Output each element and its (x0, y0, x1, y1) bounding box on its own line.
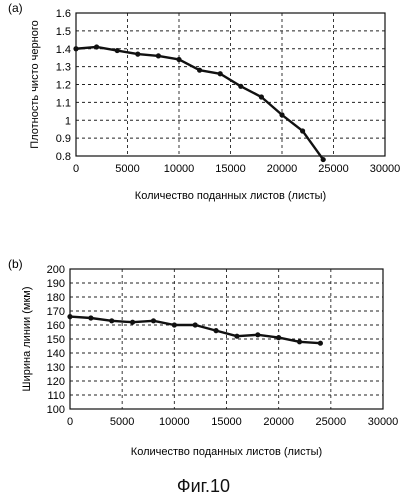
data-point-b (297, 339, 302, 344)
y-tick-label: 1 (65, 115, 71, 127)
data-point-b (172, 322, 177, 327)
y-tick-label: 1.3 (56, 62, 71, 74)
x-axis-label: Количество поданных листов (листы) (135, 190, 326, 202)
data-point-a (259, 94, 264, 99)
data-point-b (151, 318, 156, 323)
data-point-b (255, 332, 260, 337)
x-tick-label: 15000 (215, 163, 246, 175)
y-tick-label: 110 (47, 390, 65, 402)
data-point-a (238, 84, 243, 89)
data-point-a (115, 48, 120, 53)
y-tick-label: 100 (47, 404, 65, 416)
data-point-a (156, 53, 161, 58)
x-tick-label: 0 (67, 416, 73, 428)
data-point-a (94, 44, 99, 49)
figure-caption: Фиг.10 (0, 476, 407, 497)
data-point-b (276, 335, 281, 340)
y-tick-label: 160 (47, 320, 65, 332)
data-point-a (176, 57, 181, 62)
x-tick-label: 20000 (263, 416, 294, 428)
y-tick-label: 170 (47, 306, 65, 318)
chart-panel-b: (b) 100 110 120 130 140 150 160 170 180 190 200 0 500… (8, 257, 398, 458)
y-tick-label: 140 (47, 348, 65, 360)
data-point-b (67, 314, 72, 319)
series-line-a (76, 47, 323, 160)
x-tick-label: 30000 (370, 163, 401, 175)
x-tick-label: 5000 (115, 163, 139, 175)
y-tick-label: 120 (47, 376, 65, 388)
y-tick-label: 180 (47, 292, 65, 304)
x-tick-label: 30000 (368, 416, 399, 428)
y-axis-label: Плотность чисто черного (29, 20, 41, 148)
x-tick-label: 10000 (159, 416, 190, 428)
data-point-b (130, 320, 135, 325)
y-tick-label: 1.4 (56, 44, 71, 56)
y-tick-label: 1.6 (56, 8, 71, 20)
data-point-a (300, 128, 305, 133)
x-tick-label: 25000 (318, 163, 349, 175)
data-point-b (234, 334, 239, 339)
x-tick-label: 0 (73, 163, 79, 175)
y-tick-label: 200 (47, 264, 65, 276)
data-point-a (135, 52, 140, 57)
data-point-a (321, 157, 326, 162)
y-tick-label: 0.8 (56, 151, 71, 163)
x-axis-label: Количество поданных листов (листы) (131, 446, 322, 458)
y-tick-label: 1.2 (56, 80, 71, 92)
data-point-a (218, 71, 223, 76)
y-axis-label: Ширина линии (мкм) (21, 287, 33, 392)
x-tick-label: 20000 (267, 163, 298, 175)
x-tick-label: 10000 (164, 163, 195, 175)
y-tick-label: 1.5 (56, 26, 71, 38)
x-tick-label: 5000 (110, 416, 134, 428)
chart-panel-a: (a) 0.8 0.9 1 1.1 1.2 1.3 1.4 1.5 1.6 0 5000 10000 15… (8, 1, 400, 202)
y-tick-label: 130 (47, 362, 65, 374)
y-tick-label: 150 (47, 334, 65, 346)
x-tick-label: 15000 (211, 416, 242, 428)
y-tick-label: 1.1 (56, 97, 71, 109)
data-point-a (197, 68, 202, 73)
data-point-b (109, 318, 114, 323)
panel-label-b: (b) (8, 257, 23, 271)
data-point-b (193, 322, 198, 327)
data-point-a (279, 112, 284, 117)
y-tick-label: 0.9 (56, 133, 71, 145)
data-point-b (318, 341, 323, 346)
y-tick-label: 190 (47, 278, 65, 290)
data-point-b (88, 315, 93, 320)
data-point-b (213, 328, 218, 333)
data-point-a (73, 46, 78, 51)
panel-label-a: (a) (8, 1, 23, 15)
x-tick-label: 25000 (316, 416, 347, 428)
